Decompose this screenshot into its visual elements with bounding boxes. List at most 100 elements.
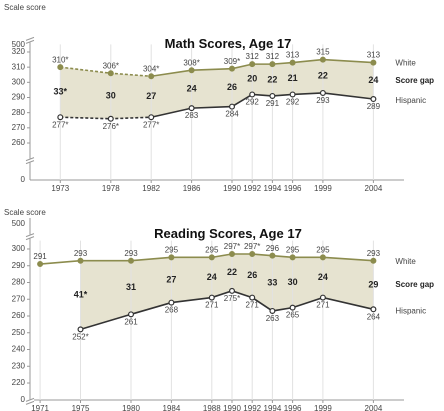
data-point: [289, 254, 296, 261]
data-label: 263: [266, 314, 280, 323]
x-tick-label: 1996: [284, 404, 302, 411]
legend-label: White: [395, 59, 416, 68]
x-tick-label: 1980: [122, 404, 140, 411]
y-axis-label: Scale score: [4, 208, 46, 217]
gap-label: 26: [247, 270, 257, 280]
data-label: 276*: [103, 122, 119, 131]
data-label: 284: [225, 110, 239, 119]
y-tick-label: 500: [12, 219, 26, 228]
data-point: [128, 311, 135, 318]
data-point: [188, 67, 195, 74]
data-label: 297*: [244, 242, 260, 251]
y-tick-label: 0: [21, 175, 26, 184]
y-tick-label: 300: [12, 77, 26, 86]
data-point: [77, 326, 84, 333]
data-label: 291: [266, 99, 280, 108]
data-point: [319, 294, 326, 301]
y-tick-label: 320: [12, 47, 26, 56]
y-tick-label: 240: [12, 345, 26, 354]
data-point: [269, 61, 276, 68]
data-point: [319, 89, 326, 96]
data-point: [188, 105, 195, 112]
data-point: [249, 251, 256, 258]
x-tick-label: 1996: [284, 184, 302, 193]
x-tick-label: 1992: [243, 184, 261, 193]
y-tick-label: 250: [12, 328, 26, 337]
data-point: [107, 115, 114, 122]
gap-label: 31: [126, 282, 136, 292]
x-tick-label: 1973: [51, 184, 69, 193]
data-point: [208, 254, 215, 261]
axis-break: [26, 158, 34, 163]
axis-break: [25, 397, 35, 402]
data-label: 296: [266, 244, 280, 253]
y-tick-label: 0: [21, 395, 26, 404]
axis-break: [25, 233, 35, 238]
axis-break: [25, 157, 35, 162]
y-tick-label: 280: [12, 108, 26, 117]
data-label: 271: [246, 301, 260, 310]
data-label: 271: [205, 301, 219, 310]
y-tick-label: 270: [12, 123, 26, 132]
gap-label: 30: [288, 277, 298, 287]
data-label: 291: [33, 252, 47, 261]
data-point: [319, 254, 326, 261]
gap-label: 20: [247, 74, 257, 84]
data-point: [57, 114, 64, 121]
legend-label: Score gap: [395, 280, 434, 289]
gap-label: 24: [318, 272, 328, 282]
y-tick-label: 300: [12, 244, 26, 253]
gap-label: 24: [207, 272, 217, 282]
data-point: [370, 59, 377, 66]
gap-label: 22: [267, 74, 277, 84]
gap-label: 22: [227, 267, 237, 277]
x-tick-label: 1986: [183, 184, 201, 193]
series-line: [151, 58, 374, 78]
series-line: [80, 290, 374, 331]
y-tick-label: 500: [12, 40, 26, 49]
series-line: [151, 92, 374, 119]
axis-break: [26, 38, 34, 43]
data-label: 293: [124, 249, 138, 258]
legend-label: Hispanic: [395, 306, 426, 315]
gap-label: 27: [146, 91, 156, 101]
axis-break: [26, 399, 34, 404]
chart-title: Reading Scores, Age 17: [154, 226, 302, 241]
x-tick-label: 1982: [142, 184, 160, 193]
data-label: 292: [286, 98, 300, 107]
y-tick-label: 270: [12, 294, 26, 303]
data-point: [229, 103, 236, 110]
legend-label: Score gap: [395, 76, 434, 85]
data-label: 304*: [143, 64, 159, 73]
data-point: [229, 251, 236, 258]
x-tick-label: 1971: [31, 404, 49, 411]
gap-label: 24: [368, 75, 378, 85]
x-tick-label: 1994: [264, 184, 282, 193]
data-point: [107, 70, 114, 77]
data-label: 306*: [103, 61, 119, 70]
data-label: 310*: [52, 55, 68, 64]
data-point: [249, 91, 256, 98]
data-point: [229, 65, 236, 72]
legend-label: Hispanic: [395, 96, 426, 105]
axis-break: [25, 36, 35, 41]
data-point: [289, 304, 296, 311]
chart-title: Math Scores, Age 17: [165, 36, 292, 51]
data-label: 265: [286, 311, 300, 320]
gap-label: 29: [368, 279, 378, 289]
gap-label: 22: [318, 71, 328, 81]
data-point: [289, 59, 296, 66]
gap-area: [60, 59, 374, 119]
axis-break: [25, 39, 35, 44]
data-point: [37, 261, 44, 268]
y-tick-label: 260: [12, 311, 26, 320]
data-label: 315: [316, 48, 330, 57]
gap-label: 27: [166, 274, 176, 284]
data-point: [229, 287, 236, 294]
data-label: 289: [367, 102, 381, 111]
data-label: 283: [185, 111, 199, 120]
y-tick-label: 280: [12, 278, 26, 287]
data-label: 313: [286, 51, 300, 60]
